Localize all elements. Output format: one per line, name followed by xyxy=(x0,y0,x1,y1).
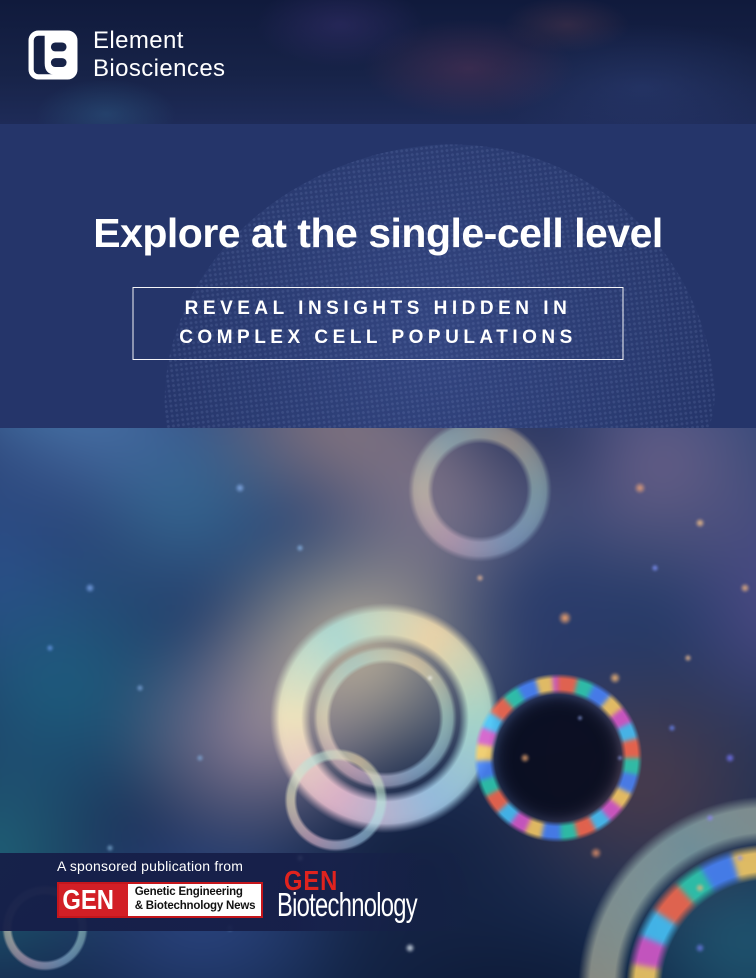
gen-biotechnology-name: Biotechnology xyxy=(277,886,418,923)
brand-line2: Biosciences xyxy=(93,54,226,82)
dotted-blob-decoration xyxy=(135,124,735,428)
gen-news-title: Genetic Engineering & Biotechnology News xyxy=(127,884,262,916)
gen-biotechnology-logo: GEN Biotechnology xyxy=(277,865,471,923)
header-band: Element Biosciences xyxy=(0,0,756,124)
tagline-box: REVEAL INSIGHTS HIDDEN IN COMPLEX CELL P… xyxy=(132,287,624,360)
page-title: Explore at the single-cell level xyxy=(93,210,663,256)
gen-biotechnology-abbr: GEN xyxy=(284,865,339,896)
tagline-line2: COMPLEX CELL POPULATIONS xyxy=(179,326,577,348)
gen-news-line1: Genetic Engineering xyxy=(134,886,243,899)
gen-news-abbr: GEN xyxy=(62,884,114,915)
sponsor-label: A sponsored publication from xyxy=(57,858,244,874)
gen-news-logo: GEN Genetic Engineering & Biotechnology … xyxy=(57,882,264,918)
hero-band: Explore at the single-cell level REVEAL … xyxy=(0,124,756,428)
element-biosciences-logo: Element Biosciences xyxy=(28,27,225,82)
sponsor-panel: A sponsored publication from GEN Genetic… xyxy=(0,853,480,931)
tagline-line1: REVEAL INSIGHTS HIDDEN IN xyxy=(184,298,572,319)
brand-wordmark: Element Biosciences xyxy=(93,27,225,82)
element-eb-monogram-icon xyxy=(28,30,78,80)
gen-news-line2: & Biotechnology News xyxy=(134,900,256,912)
brand-line1: Element xyxy=(93,27,184,54)
